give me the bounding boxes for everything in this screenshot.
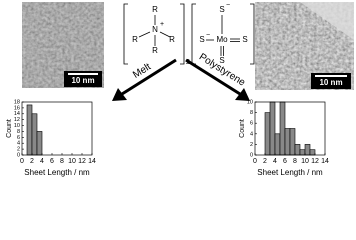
y-tick-label: 10 [247,99,253,105]
y-axis-label: Count [6,119,13,138]
x-tick-label: 6 [283,158,287,165]
y-tick-label: 2 [250,142,253,148]
x-tick-label: 4 [40,158,44,165]
atom-label: R [152,5,158,14]
x-tick-label: 2 [263,158,267,165]
atom-label: N [152,25,158,34]
y-tick-label: 8 [250,110,253,116]
bar [264,112,271,156]
x-tick-label: 0 [253,158,257,165]
y-tick-label: 12 [14,117,20,123]
arrows [112,58,250,101]
atom-label: S [219,5,224,14]
bar [299,149,306,156]
x-tick-label: 2 [30,158,34,165]
y-tick-label: 6 [17,135,20,141]
bar [289,128,296,156]
subscript: 2 [186,59,190,66]
bar [36,131,43,156]
x-tick-label: 12 [311,158,319,165]
y-tick-label: 16 [14,105,20,111]
bar [31,113,38,156]
atom-label: − [206,32,210,39]
y-tick-label: 6 [250,121,253,127]
bar [26,104,33,156]
atom-label: R [152,46,158,55]
y-tick-label: 4 [17,141,20,147]
bar [279,101,286,156]
bar [284,128,291,156]
x-tick-label: 8 [293,158,297,165]
plot-frame [254,101,326,156]
y-tick-label: 10 [14,123,20,129]
y-tick-label: 0 [250,152,253,158]
x-tick-label: 4 [273,158,277,165]
scale-bar-label: 10 nm [319,78,342,87]
x-tick-label: 12 [78,158,86,165]
y-tick-label: 4 [250,131,253,137]
y-tick-label: 2 [17,147,20,153]
x-axis-label: Sheet Length / nm [24,168,90,177]
x-tick-label: 14 [88,158,96,165]
x-tick-label: 6 [50,158,54,165]
structure-lines [123,3,255,65]
bar [294,144,301,156]
scale-bar-label: 10 nm [71,76,94,85]
atom-label: S [219,56,224,65]
bar [269,101,276,156]
atom-label: − [226,2,230,9]
x-tick-label: 14 [321,158,329,165]
atom-label: R [169,35,175,44]
x-tick-label: 0 [20,158,24,165]
atom-label: R [132,35,138,44]
atom-label: S [242,35,247,44]
y-tick-label: 0 [17,152,20,158]
tem-image-right [255,2,354,90]
atom-label: S [199,35,204,44]
bar [274,133,281,156]
y-tick-label: 8 [17,129,20,135]
x-tick-label: 10 [301,158,309,165]
tem-image-left [22,2,104,88]
y-tick-label: 18 [14,99,20,105]
bar [304,144,311,156]
y-axis-label: Count [239,119,246,138]
x-axis-label: Sheet Length / nm [257,168,323,177]
bar [309,149,316,156]
x-tick-label: 10 [68,158,76,165]
atom-label: + [160,21,164,28]
y-tick-label: 14 [14,111,20,117]
x-tick-label: 8 [60,158,64,165]
plot-frame [21,101,93,156]
atom-label: Mo [216,35,228,44]
